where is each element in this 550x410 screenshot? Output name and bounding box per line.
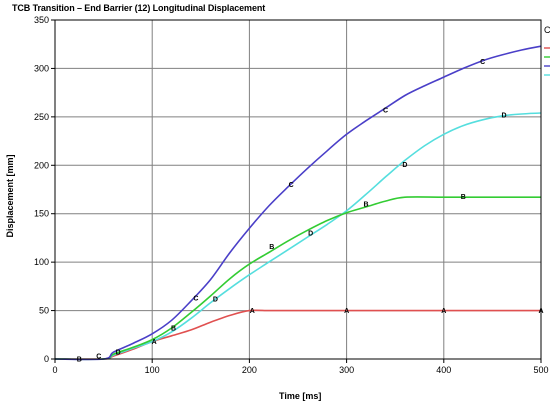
series-marker-c: C: [289, 182, 294, 189]
series-marker-c: C: [480, 59, 485, 66]
plot-frame: [54, 19, 542, 360]
x-tick-label: 400: [436, 365, 451, 375]
series-marker-d: D: [213, 296, 218, 303]
x-tick-label: 500: [533, 365, 548, 375]
plot-area: [55, 20, 541, 359]
series-marker-c: C: [96, 354, 101, 361]
y-tick-label: 150: [34, 209, 49, 219]
series-marker-b: B: [461, 194, 466, 201]
series-line-d: [54, 112, 542, 361]
series-marker-b: B: [269, 244, 274, 251]
series-marker-b: B: [77, 357, 82, 364]
series-marker-b: B: [364, 202, 369, 209]
y-axis-label: Displacement [mm]: [5, 154, 15, 238]
y-tick-label: 200: [34, 160, 49, 170]
legend-swatches: [544, 47, 550, 76]
series-marker-a: A: [250, 308, 255, 315]
y-tick-label: 350: [34, 15, 49, 25]
y-tick-label: 100: [34, 257, 49, 267]
series-layer: [54, 45, 542, 361]
y-tick-label: 0: [44, 354, 49, 364]
x-tick-label: 0: [52, 365, 57, 375]
series-line-a: [54, 309, 541, 361]
series-marker-d: D: [308, 231, 313, 238]
legend: C: [544, 26, 550, 76]
axis-ticks: 0 100 200 300 400 500 0 50 100 150 200 250 300 350: [34, 15, 549, 375]
series-marker-c: C: [193, 295, 198, 302]
y-tick-label: 300: [34, 63, 49, 73]
x-axis-label: Time [ms]: [279, 391, 322, 401]
series-line-c: [54, 45, 542, 361]
series-marker-a: A: [441, 308, 446, 315]
y-tick-label: 50: [39, 306, 49, 316]
series-marker-d: D: [502, 112, 507, 119]
x-tick-label: 100: [145, 365, 160, 375]
x-tick-label: 300: [339, 365, 354, 375]
series-marker-c: C: [383, 108, 388, 115]
chart-title: TCB Transition – End Barrier (12) Longit…: [12, 3, 266, 13]
legend-header: C: [544, 26, 550, 35]
series-marker-d: D: [116, 350, 121, 357]
x-tick-label: 200: [242, 365, 257, 375]
y-tick-label: 250: [34, 112, 49, 122]
series-marker-d: D: [402, 162, 407, 169]
series-marker-a: A: [344, 308, 349, 315]
series-line-b: [54, 196, 541, 361]
series-marker-b: B: [171, 326, 176, 333]
series-marker-a: A: [152, 339, 157, 346]
